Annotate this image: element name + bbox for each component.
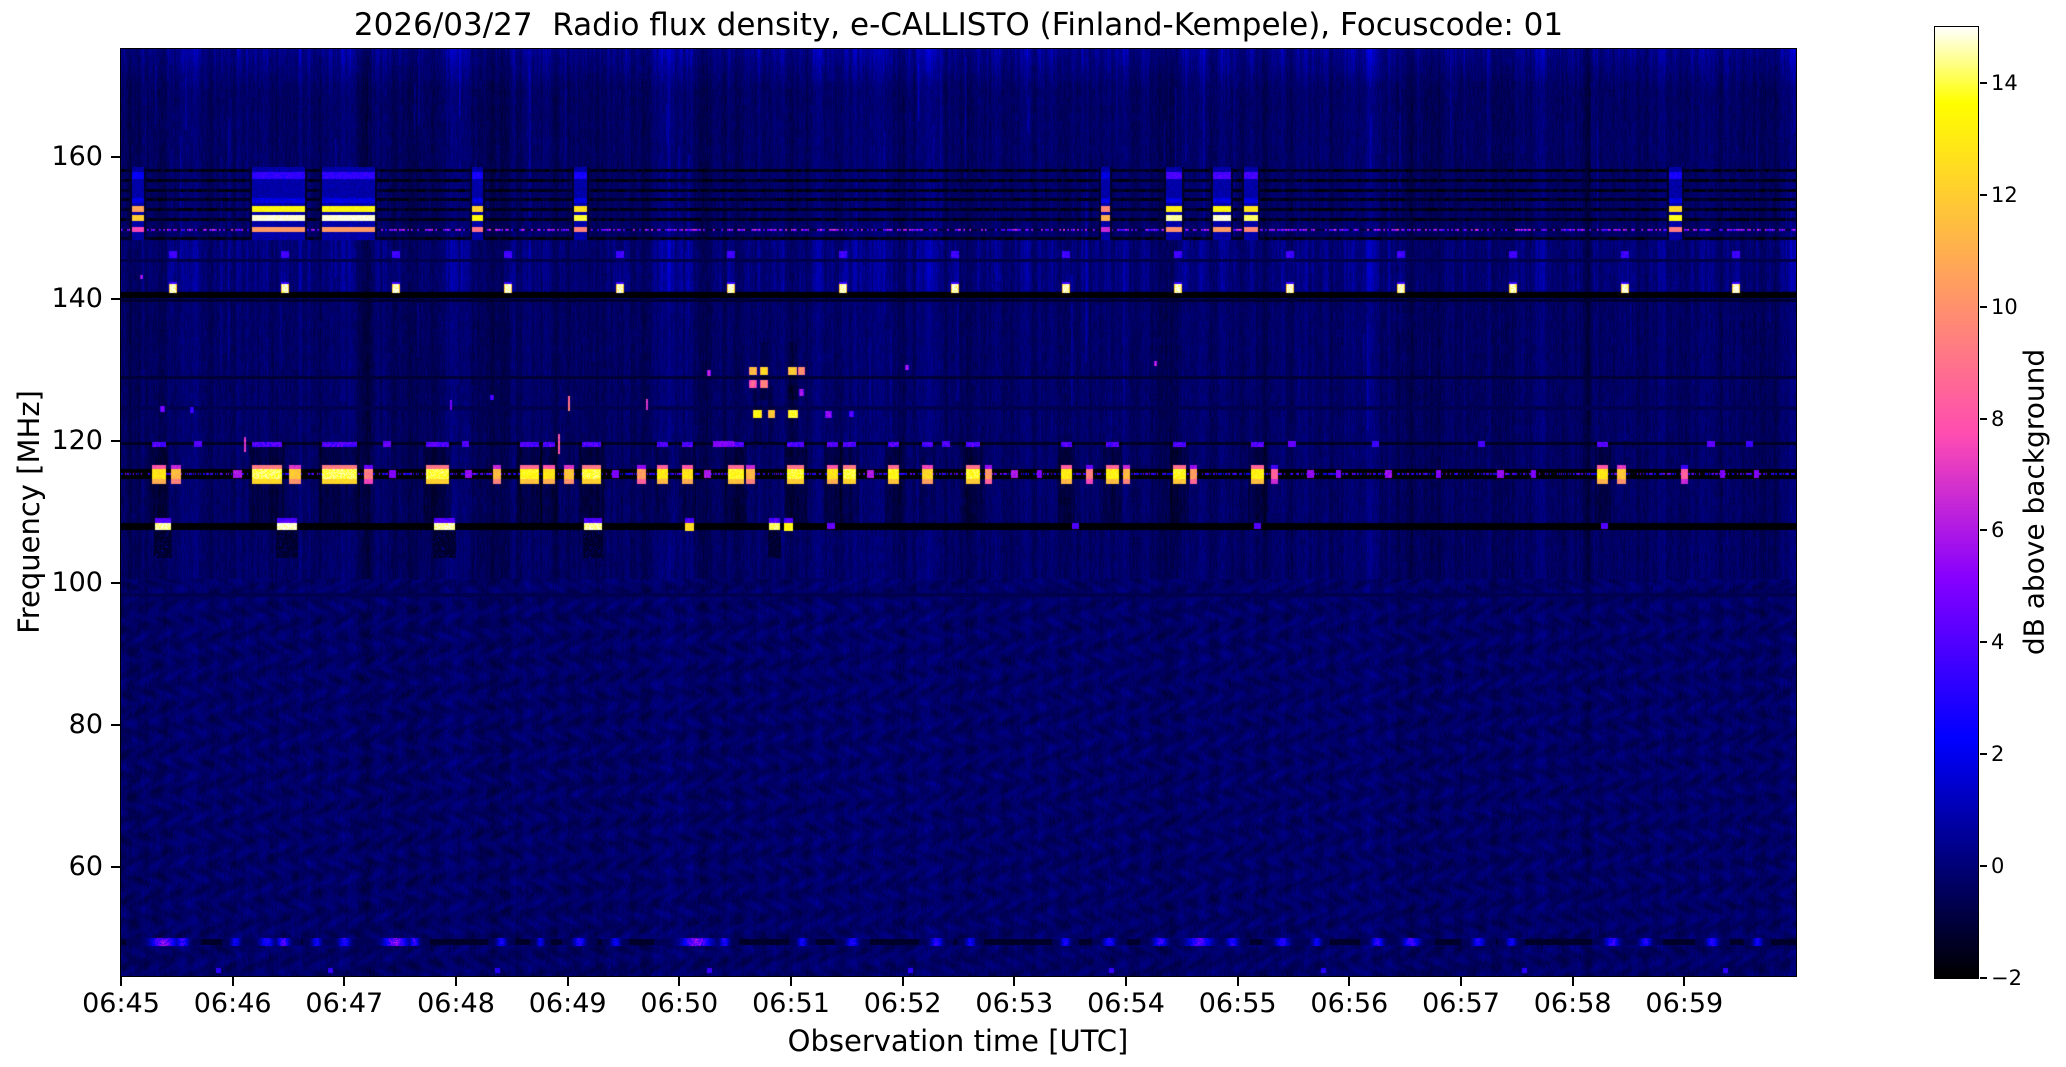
x-tick-label: 06:55 (1198, 988, 1277, 1019)
colorbar-tick-label: 4 (1991, 630, 2005, 655)
spectrogram-plot-area (120, 48, 1797, 977)
x-tick-mark (1571, 977, 1574, 986)
colorbar-tick-mark (1980, 753, 1987, 756)
x-tick-mark (1348, 977, 1351, 986)
y-tick-mark (111, 865, 120, 868)
colorbar-gradient (1935, 27, 1978, 978)
x-tick-mark (1683, 977, 1686, 986)
y-tick-mark (111, 155, 120, 158)
x-tick-label: 06:48 (417, 988, 495, 1019)
x-tick-mark (231, 977, 234, 986)
colorbar-tick-label: 2 (1991, 742, 2005, 767)
x-tick-label: 06:57 (1422, 988, 1500, 1019)
y-tick-label: 160 (51, 140, 103, 172)
x-tick-label: 06:47 (305, 988, 384, 1019)
y-tick-label: 120 (51, 424, 103, 456)
x-tick-mark (678, 977, 681, 986)
y-tick-label: 100 (51, 566, 103, 598)
colorbar-tick-label: 8 (1991, 406, 2005, 431)
x-axis-label: Observation time [UTC] (787, 1024, 1129, 1058)
y-tick-label: 60 (68, 850, 103, 882)
chart-title: 2026/03/27 Radio flux density, e-CALLIST… (353, 7, 1564, 43)
y-axis-label: Frequency [MHz] (12, 390, 46, 634)
x-tick-mark (1125, 977, 1127, 986)
colorbar-tick-mark (1980, 193, 1987, 196)
colorbar-label: dB above background (2017, 348, 2051, 656)
x-tick-label: 06:53 (975, 988, 1054, 1019)
colorbar-tick-label: 14 (1991, 70, 2018, 95)
x-tick-label: 06:49 (528, 988, 607, 1019)
x-tick-mark (455, 977, 457, 986)
x-tick-mark (343, 977, 346, 986)
y-tick-label: 140 (51, 282, 103, 314)
colorbar-tick-mark (1980, 977, 1987, 979)
x-tick-label: 06:45 (82, 988, 160, 1019)
colorbar-tick-label: −2 (1991, 966, 2022, 990)
spectrogram-heatmap (121, 49, 1796, 976)
colorbar-tick-label: 6 (1991, 518, 2005, 543)
x-tick-mark (566, 977, 569, 986)
x-tick-mark (901, 977, 904, 986)
x-tick-mark (1460, 977, 1462, 986)
colorbar-tick-mark (1980, 417, 1987, 420)
colorbar-tick-mark (1980, 529, 1987, 532)
colorbar-tick-mark (1980, 865, 1987, 868)
y-tick-mark (111, 723, 120, 726)
x-tick-label: 06:58 (1533, 988, 1612, 1019)
colorbar-tick-label: 0 (1991, 854, 2005, 879)
colorbar-tick-mark (1980, 641, 1987, 644)
x-tick-mark (120, 977, 122, 986)
x-tick-label: 06:51 (752, 988, 830, 1019)
x-tick-label: 06:56 (1310, 988, 1389, 1019)
x-tick-label: 06:50 (640, 988, 719, 1019)
colorbar (1934, 26, 1979, 979)
y-tick-mark (111, 439, 120, 442)
x-tick-mark (790, 977, 792, 986)
colorbar-tick-mark (1980, 81, 1987, 84)
x-tick-label: 06:46 (193, 988, 272, 1019)
y-tick-label: 80 (68, 708, 103, 740)
colorbar-tick-mark (1980, 305, 1987, 308)
x-tick-mark (1013, 977, 1016, 986)
colorbar-tick-label: 10 (1991, 294, 2018, 319)
x-tick-mark (1236, 977, 1239, 986)
x-tick-label: 06:59 (1645, 988, 1724, 1019)
x-tick-label: 06:52 (863, 988, 942, 1019)
y-tick-mark (111, 581, 120, 584)
colorbar-tick-label: 12 (1991, 182, 2018, 207)
y-tick-mark (111, 297, 120, 300)
x-tick-label: 06:54 (1087, 988, 1165, 1019)
